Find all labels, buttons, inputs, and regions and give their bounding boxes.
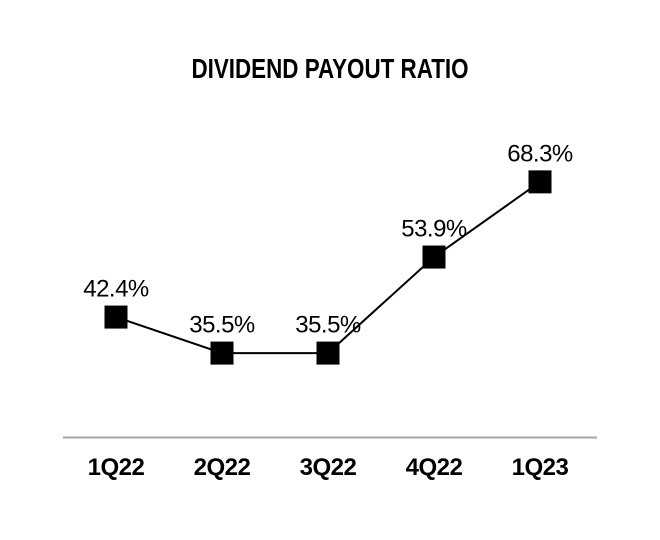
x-axis-label-4Q22: 4Q22	[406, 454, 463, 481]
x-axis-label-1Q23: 1Q23	[512, 454, 569, 481]
x-axis-label-1Q22: 1Q22	[88, 454, 145, 481]
data-label-1Q22: 42.4%	[83, 276, 149, 303]
chart-title: DIVIDEND PAYOUT RATIO	[191, 53, 469, 84]
x-axis-label-3Q22: 3Q22	[300, 454, 357, 481]
data-point-marker-2Q22	[210, 341, 234, 365]
data-point-marker-1Q22	[104, 305, 128, 329]
x-axis-label-2Q22: 2Q22	[194, 454, 251, 481]
data-point-marker-3Q22	[316, 341, 340, 365]
data-label-2Q22: 35.5%	[189, 312, 255, 339]
data-point-marker-1Q23	[528, 170, 552, 194]
data-label-1Q23: 68.3%	[507, 140, 573, 167]
data-point-marker-4Q22	[422, 245, 446, 269]
data-label-4Q22: 53.9%	[401, 216, 467, 243]
data-label-3Q22: 35.5%	[295, 312, 361, 339]
